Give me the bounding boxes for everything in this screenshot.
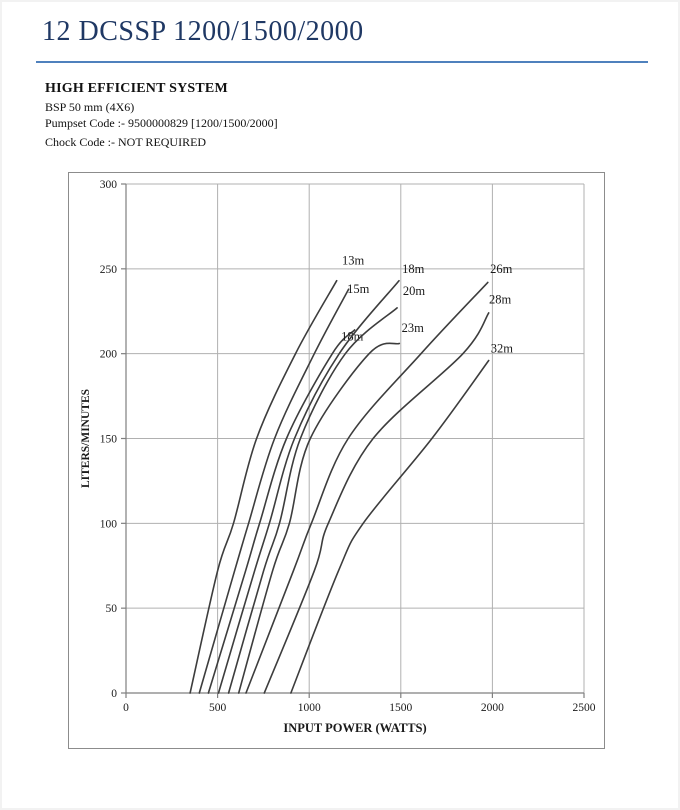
- x-tick-label: 500: [209, 702, 227, 714]
- curve-label-20m: 20m: [403, 284, 426, 298]
- x-tick-label: 1500: [389, 702, 412, 714]
- y-tick-label: 100: [100, 518, 118, 530]
- page-title: 12 DCSSP 1200/1500/2000: [42, 16, 364, 47]
- curve-label-23m: 23m: [402, 321, 425, 335]
- x-axis-title: INPUT POWER (WATTS): [283, 721, 426, 735]
- curve-15m: [198, 288, 350, 694]
- curve-label-28m: 28m: [489, 292, 512, 306]
- y-tick-label: 0: [111, 688, 117, 700]
- curve-18m: [217, 279, 400, 694]
- curve-26m: [245, 281, 489, 694]
- header-block: HIGH EFFICIENT SYSTEM BSP 50 mm (4X6) Pu…: [45, 81, 278, 151]
- curve-label-15m: 15m: [347, 282, 370, 296]
- y-tick-label: 300: [100, 179, 118, 191]
- y-tick-label: 200: [100, 349, 118, 361]
- title-rule: [36, 61, 648, 63]
- curve-23m: [237, 342, 401, 694]
- y-tick-label: 50: [106, 603, 118, 615]
- y-axis-title: LITERS/MINUTES: [80, 389, 92, 488]
- y-tick-label: 150: [100, 434, 118, 446]
- pump-performance-chart: 0 50 100 150 200 250 300 0 500 1000 1500 2000 2500 IN…: [80, 179, 596, 735]
- bsp-spec: BSP 50 mm (4X6): [45, 100, 135, 114]
- curve-label-18m: 18m: [402, 262, 425, 276]
- curve-label-26m: 26m: [490, 262, 513, 276]
- x-tick-label: 0: [123, 702, 129, 714]
- x-tick-label: 2000: [481, 702, 504, 714]
- chart-frame: 0 50 100 150 200 250 300 0 500 1000 1500 2000 2500 IN…: [68, 172, 605, 749]
- x-tick-label: 1000: [298, 702, 321, 714]
- pumpset-code: Pumpset Code :- 9500000829 [1200/1500/20…: [45, 116, 278, 130]
- y-tick-label: 250: [100, 264, 118, 276]
- curve-18m: [207, 329, 356, 694]
- x-tick-label: 2500: [573, 702, 596, 714]
- curve-32m: [290, 359, 490, 694]
- chock-code: Chock Code :- NOT REQUIRED: [45, 135, 207, 149]
- curve-28m: [263, 312, 490, 694]
- curve-20m: [227, 307, 398, 694]
- curve-13m: [189, 279, 338, 694]
- curve-label-13m: 13m: [342, 253, 365, 267]
- curve-label-32m: 32m: [491, 342, 514, 356]
- system-heading: HIGH EFFICIENT SYSTEM: [45, 81, 228, 96]
